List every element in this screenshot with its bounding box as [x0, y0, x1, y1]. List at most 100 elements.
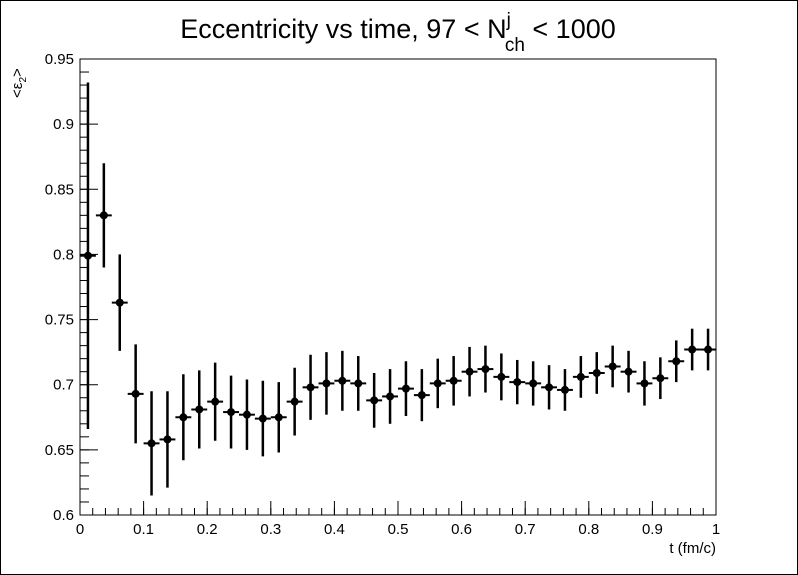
data-point-group	[509, 359, 526, 405]
y-tick-label: 0.95	[45, 51, 74, 68]
y-axis-label-subscript: 2	[18, 77, 29, 83]
y-tick-label: 0.6	[53, 507, 74, 524]
data-point-group	[493, 353, 510, 401]
data-point-group	[175, 374, 192, 461]
data-point-group	[239, 379, 255, 450]
data-point-group	[652, 357, 669, 400]
data-point-group	[95, 163, 112, 268]
data-point	[179, 413, 188, 422]
data-point	[640, 379, 649, 388]
data-point	[465, 367, 474, 376]
data-point-group	[684, 328, 701, 371]
data-point-group	[223, 375, 239, 449]
x-tick-label: 0.6	[451, 521, 472, 538]
data-point	[417, 391, 426, 400]
data-point-group	[159, 391, 176, 488]
y-tick-label: 0.75	[45, 312, 74, 329]
data-point	[672, 357, 681, 366]
data-point-group	[80, 82, 96, 430]
data-point	[401, 384, 410, 393]
data-point	[354, 379, 363, 388]
data-point-group	[254, 380, 271, 457]
data-point	[290, 397, 299, 406]
x-tick-label: 0.4	[324, 521, 345, 538]
data-point-group	[382, 369, 398, 424]
data-point-group	[668, 340, 685, 383]
data-point-group	[143, 391, 160, 496]
y-axis-ticks: 0.6 0.65 0.7 0.75 0.8 0.85 0.9 0.95	[45, 51, 98, 524]
y-axis-label-left: <ε	[9, 82, 26, 98]
data-point-group	[207, 362, 224, 441]
data-point	[147, 439, 156, 448]
data-point	[258, 414, 267, 423]
data-point	[704, 345, 713, 354]
data-point-group	[127, 344, 144, 444]
data-point-group	[620, 350, 637, 393]
data-point-group	[111, 254, 128, 351]
chart-title-subscript: ch	[505, 35, 525, 56]
data-point	[497, 372, 506, 381]
data-point	[624, 367, 633, 376]
data-point	[370, 396, 379, 405]
data-point	[386, 392, 395, 401]
data-point	[242, 410, 251, 419]
y-tick-label: 0.9	[53, 116, 74, 133]
data-point	[688, 345, 697, 354]
data-point-group	[270, 382, 287, 453]
data-point-group	[445, 356, 462, 406]
x-tick-label: 0.7	[515, 521, 536, 538]
data-point-group	[525, 361, 542, 406]
data-points	[80, 82, 716, 496]
data-point-group	[572, 356, 589, 398]
x-tick-label: 1	[712, 521, 720, 538]
data-point-group	[636, 361, 653, 406]
data-point	[529, 379, 538, 388]
data-point	[545, 383, 554, 392]
data-point-group	[191, 370, 208, 449]
data-point	[131, 389, 140, 398]
x-tick-label: 0.1	[133, 521, 154, 538]
data-point	[560, 385, 569, 394]
chart-title-superscript: j	[506, 10, 511, 31]
data-point-group	[429, 358, 446, 409]
data-point	[656, 374, 665, 383]
y-axis-label-right: >	[9, 68, 26, 77]
data-point-group	[700, 328, 716, 371]
data-point	[211, 397, 220, 406]
data-point-group	[413, 369, 430, 422]
data-point	[481, 365, 490, 374]
data-point	[83, 251, 92, 260]
data-point	[195, 405, 204, 414]
data-point	[274, 413, 283, 422]
data-point-group	[286, 367, 303, 436]
data-point	[322, 379, 331, 388]
data-point	[449, 376, 458, 385]
data-point	[576, 372, 585, 381]
y-tick-label: 0.7	[53, 377, 74, 394]
data-point-group	[318, 352, 335, 415]
y-tick-label: 0.8	[53, 246, 74, 263]
x-tick-label: 0.2	[197, 521, 218, 538]
data-point	[99, 211, 108, 220]
x-tick-label: 0.9	[642, 521, 663, 538]
data-point	[163, 435, 172, 444]
data-point-group	[366, 372, 383, 428]
x-tick-label: 0.8	[578, 521, 599, 538]
x-axis-label: t (fm/c)	[669, 540, 716, 557]
data-point	[433, 379, 442, 388]
data-point-group	[604, 345, 621, 388]
data-point-group	[302, 354, 319, 420]
data-point-group	[477, 345, 494, 393]
y-axis-label: <ε2>	[9, 68, 29, 98]
chart-title: Eccentricity vs time, 97 < Nj ch < 1000	[180, 10, 616, 56]
data-point	[513, 378, 522, 387]
x-tick-label: 0.3	[260, 521, 281, 538]
data-point-group	[398, 361, 414, 416]
x-tick-label: 0.5	[388, 521, 409, 538]
x-tick-label: 0	[76, 521, 84, 538]
chart-title-suffix: < 1000	[525, 14, 616, 44]
data-point-group	[350, 356, 367, 411]
data-point-group	[461, 346, 478, 397]
data-point-group	[334, 350, 351, 411]
